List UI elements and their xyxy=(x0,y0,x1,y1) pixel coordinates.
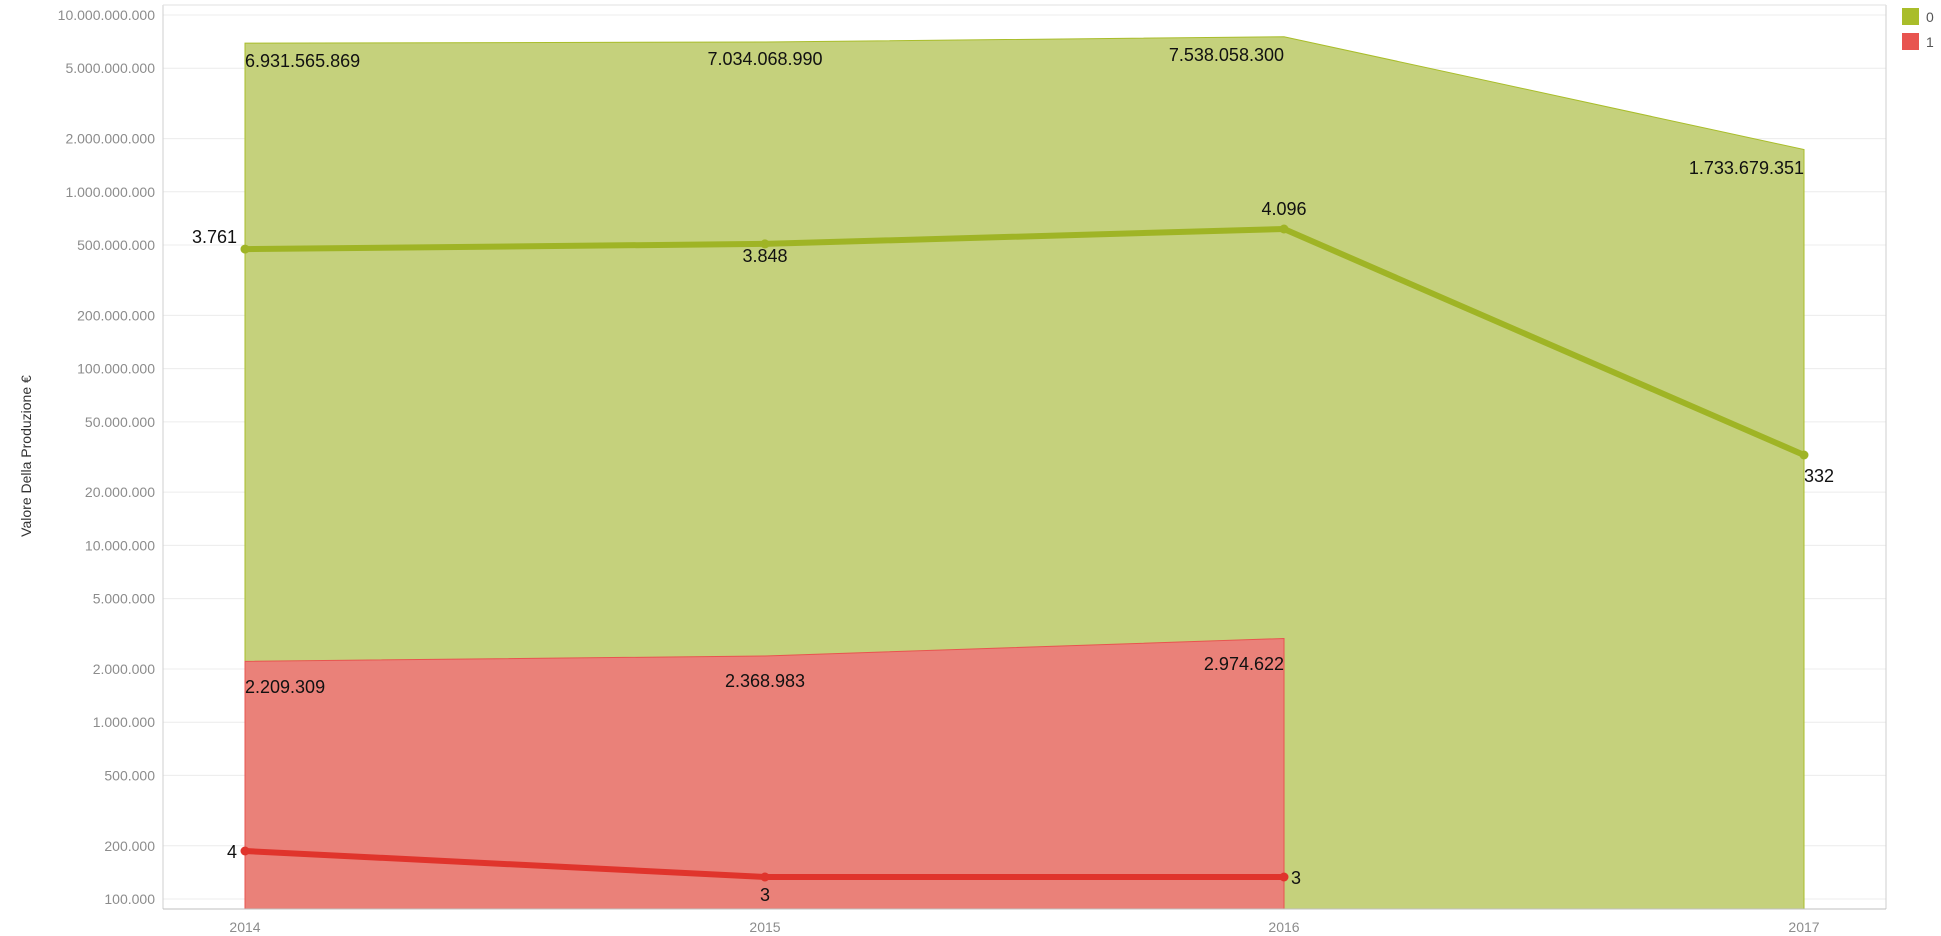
area-label-0: 7.034.068.990 xyxy=(707,49,822,69)
area-label-0: 6.931.565.869 xyxy=(245,51,360,71)
area-layer xyxy=(244,36,1805,910)
line-label-0: 4.096 xyxy=(1261,199,1306,219)
line-point-1 xyxy=(760,872,770,882)
y-tick-label: 500.000.000 xyxy=(77,237,155,253)
x-axis: 2014 2015 2016 2017 xyxy=(229,919,1819,935)
legend-label-1[interactable]: 1 xyxy=(1926,34,1934,50)
line-label-1: 4 xyxy=(227,842,237,862)
line-point-0 xyxy=(240,244,250,254)
legend-label-0[interactable]: 0 xyxy=(1926,9,1934,25)
y-tick-label: 50.000.000 xyxy=(85,414,155,430)
line-layer xyxy=(240,224,1809,882)
area-label-0: 1.733.679.351 xyxy=(1689,158,1804,178)
y-tick-label: 2.000.000 xyxy=(93,661,155,677)
area-label-0: 7.538.058.300 xyxy=(1169,45,1284,65)
legend-swatch-0[interactable] xyxy=(1902,8,1919,25)
line-label-1: 3 xyxy=(1291,868,1301,888)
line-point-1 xyxy=(1279,872,1289,882)
line-point-0 xyxy=(1279,224,1289,234)
y-tick-label: 100.000 xyxy=(104,891,155,907)
y-axis: 100.000 200.000 500.000 1.000.000 2.000.000 5… xyxy=(58,7,156,907)
y-tick-label: 5.000.000 xyxy=(93,591,155,607)
y-tick-label: 200.000 xyxy=(104,838,155,854)
y-axis-title: Valore Della Produzione € xyxy=(18,375,34,537)
line-label-0: 3.848 xyxy=(742,246,787,266)
line-series-0 xyxy=(242,226,1807,458)
area-label-1: 2.209.309 xyxy=(245,677,325,697)
y-tick-label: 10.000.000.000 xyxy=(58,7,156,23)
y-tick-label: 1.000.000 xyxy=(93,714,155,730)
line-label-0: 3.761 xyxy=(192,227,237,247)
y-tick-label: 20.000.000 xyxy=(85,484,155,500)
y-tick-label: 5.000.000.000 xyxy=(65,60,155,76)
line-label-1: 3 xyxy=(760,885,770,905)
y-tick-label: 200.000.000 xyxy=(77,307,155,323)
area-label-1: 2.368.983 xyxy=(725,671,805,691)
y-tick-label: 10.000.000 xyxy=(85,537,155,553)
x-tick-label: 2014 xyxy=(229,919,260,935)
line-point-0 xyxy=(760,239,770,249)
plot-frame xyxy=(162,4,1887,910)
line-point-1 xyxy=(240,846,250,856)
y-tick-label: 100.000.000 xyxy=(77,361,155,377)
x-tick-label: 2016 xyxy=(1268,919,1299,935)
data-labels: 6.931.565.869 7.034.068.990 7.538.058.300 1… xyxy=(192,45,1834,905)
legend-swatch-1[interactable] xyxy=(1902,33,1919,50)
y-tick-label: 1.000.000.000 xyxy=(65,184,155,200)
area-label-1: 2.974.622 xyxy=(1204,654,1284,674)
legend[interactable]: 01 xyxy=(1902,8,1934,50)
x-tick-label: 2017 xyxy=(1788,919,1819,935)
y-tick-label: 2.000.000.000 xyxy=(65,131,155,147)
y-tick-label: 500.000 xyxy=(104,767,155,783)
line-label-0: 332 xyxy=(1804,466,1834,486)
line-point-0 xyxy=(1799,450,1809,460)
x-tick-label: 2015 xyxy=(749,919,780,935)
